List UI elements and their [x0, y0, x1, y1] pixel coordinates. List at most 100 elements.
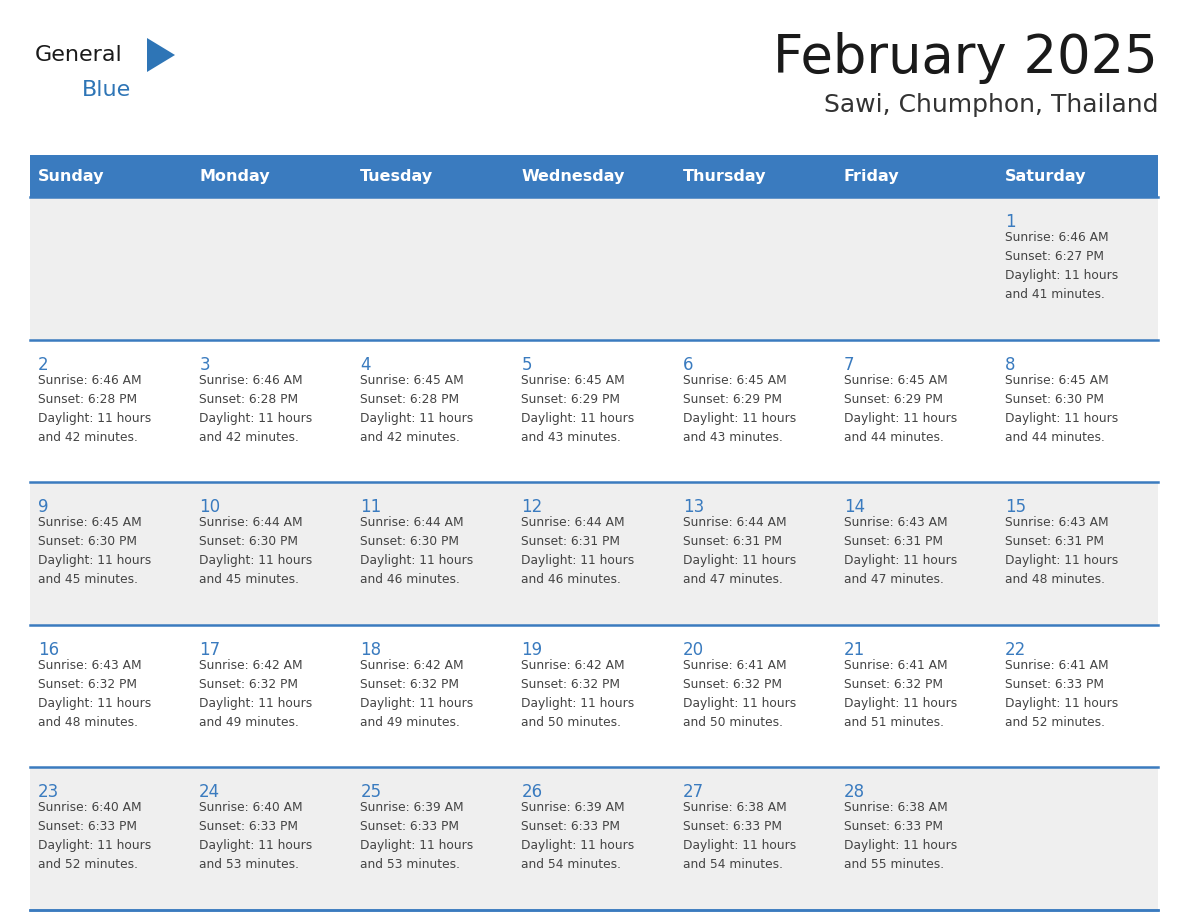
Text: 12: 12 [522, 498, 543, 516]
Text: Sunset: 6:27 PM: Sunset: 6:27 PM [1005, 250, 1104, 263]
Bar [353, 767, 513, 910]
Bar [191, 340, 353, 482]
Text: 15: 15 [1005, 498, 1026, 516]
Bar [30, 625, 191, 767]
Text: and 52 minutes.: and 52 minutes. [38, 858, 138, 871]
Text: Sunrise: 6:46 AM: Sunrise: 6:46 AM [38, 374, 141, 386]
Text: Sunrise: 6:42 AM: Sunrise: 6:42 AM [360, 659, 465, 672]
Polygon shape [147, 38, 175, 72]
Bar [30, 340, 191, 482]
Text: 21: 21 [843, 641, 865, 659]
Text: Daylight: 11 hours: Daylight: 11 hours [1005, 411, 1118, 425]
Bar [675, 482, 835, 625]
Text: Daylight: 11 hours: Daylight: 11 hours [38, 554, 151, 567]
Bar [30, 482, 191, 625]
Text: Sunset: 6:31 PM: Sunset: 6:31 PM [522, 535, 620, 548]
Text: Sunrise: 6:46 AM: Sunrise: 6:46 AM [1005, 231, 1108, 244]
Text: and 45 minutes.: and 45 minutes. [38, 573, 138, 587]
Text: 18: 18 [360, 641, 381, 659]
Text: 3: 3 [200, 355, 210, 374]
Bar [353, 625, 513, 767]
Bar [675, 197, 835, 340]
Text: 13: 13 [683, 498, 703, 516]
Text: 5: 5 [522, 355, 532, 374]
Text: 23: 23 [38, 783, 59, 801]
Bar [191, 197, 353, 340]
Text: Sunrise: 6:41 AM: Sunrise: 6:41 AM [1005, 659, 1108, 672]
Bar [997, 197, 1158, 340]
Text: and 49 minutes.: and 49 minutes. [200, 716, 299, 729]
Text: Sunset: 6:33 PM: Sunset: 6:33 PM [522, 821, 620, 834]
Text: 4: 4 [360, 355, 371, 374]
Text: Daylight: 11 hours: Daylight: 11 hours [360, 697, 474, 710]
Bar [835, 155, 997, 197]
Text: February 2025: February 2025 [773, 32, 1158, 84]
Text: 17: 17 [200, 641, 220, 659]
Text: Saturday: Saturday [1005, 169, 1086, 184]
Text: Thursday: Thursday [683, 169, 766, 184]
Text: Sunset: 6:32 PM: Sunset: 6:32 PM [38, 677, 137, 691]
Text: and 50 minutes.: and 50 minutes. [522, 716, 621, 729]
Text: Sunset: 6:28 PM: Sunset: 6:28 PM [360, 393, 460, 406]
Text: Sunrise: 6:39 AM: Sunrise: 6:39 AM [360, 801, 465, 814]
Text: Daylight: 11 hours: Daylight: 11 hours [522, 697, 634, 710]
Text: Daylight: 11 hours: Daylight: 11 hours [683, 554, 796, 567]
Text: Daylight: 11 hours: Daylight: 11 hours [522, 411, 634, 425]
Text: Daylight: 11 hours: Daylight: 11 hours [200, 697, 312, 710]
Text: 25: 25 [360, 783, 381, 801]
Text: Sunrise: 6:45 AM: Sunrise: 6:45 AM [522, 374, 625, 386]
Text: 11: 11 [360, 498, 381, 516]
Bar [675, 625, 835, 767]
Text: Daylight: 11 hours: Daylight: 11 hours [360, 554, 474, 567]
Text: 28: 28 [843, 783, 865, 801]
Text: Daylight: 11 hours: Daylight: 11 hours [843, 697, 958, 710]
Text: Daylight: 11 hours: Daylight: 11 hours [38, 697, 151, 710]
Text: Sawi, Chumphon, Thailand: Sawi, Chumphon, Thailand [823, 93, 1158, 117]
Text: Sunday: Sunday [38, 169, 105, 184]
Text: Sunset: 6:28 PM: Sunset: 6:28 PM [38, 393, 137, 406]
Text: Sunrise: 6:39 AM: Sunrise: 6:39 AM [522, 801, 625, 814]
Text: Sunrise: 6:40 AM: Sunrise: 6:40 AM [38, 801, 141, 814]
Text: Sunrise: 6:43 AM: Sunrise: 6:43 AM [1005, 516, 1108, 529]
Text: 16: 16 [38, 641, 59, 659]
Bar [513, 155, 675, 197]
Text: and 43 minutes.: and 43 minutes. [522, 431, 621, 443]
Text: Sunset: 6:32 PM: Sunset: 6:32 PM [522, 677, 620, 691]
Text: 2: 2 [38, 355, 49, 374]
Bar [513, 767, 675, 910]
Text: Sunset: 6:33 PM: Sunset: 6:33 PM [683, 821, 782, 834]
Text: Sunrise: 6:42 AM: Sunrise: 6:42 AM [200, 659, 303, 672]
Text: Sunrise: 6:42 AM: Sunrise: 6:42 AM [522, 659, 625, 672]
Text: Sunrise: 6:45 AM: Sunrise: 6:45 AM [1005, 374, 1108, 386]
Bar [997, 482, 1158, 625]
Text: Sunset: 6:31 PM: Sunset: 6:31 PM [1005, 535, 1104, 548]
Text: and 53 minutes.: and 53 minutes. [360, 858, 460, 871]
Bar [997, 340, 1158, 482]
Bar [835, 767, 997, 910]
Text: 7: 7 [843, 355, 854, 374]
Text: and 48 minutes.: and 48 minutes. [38, 716, 138, 729]
Text: Daylight: 11 hours: Daylight: 11 hours [843, 839, 958, 853]
Bar [30, 155, 191, 197]
Bar [513, 625, 675, 767]
Bar [675, 155, 835, 197]
Bar [997, 625, 1158, 767]
Text: Daylight: 11 hours: Daylight: 11 hours [1005, 554, 1118, 567]
Text: Sunset: 6:30 PM: Sunset: 6:30 PM [200, 535, 298, 548]
Text: and 44 minutes.: and 44 minutes. [843, 431, 943, 443]
Text: and 55 minutes.: and 55 minutes. [843, 858, 944, 871]
Bar [191, 767, 353, 910]
Text: and 51 minutes.: and 51 minutes. [843, 716, 943, 729]
Text: 22: 22 [1005, 641, 1026, 659]
Text: and 54 minutes.: and 54 minutes. [683, 858, 783, 871]
Bar [191, 625, 353, 767]
Text: Daylight: 11 hours: Daylight: 11 hours [360, 839, 474, 853]
Bar [835, 625, 997, 767]
Text: Daylight: 11 hours: Daylight: 11 hours [38, 839, 151, 853]
Text: and 54 minutes.: and 54 minutes. [522, 858, 621, 871]
Text: and 49 minutes.: and 49 minutes. [360, 716, 460, 729]
Bar [835, 340, 997, 482]
Text: Daylight: 11 hours: Daylight: 11 hours [200, 839, 312, 853]
Text: Sunrise: 6:45 AM: Sunrise: 6:45 AM [38, 516, 141, 529]
Bar [997, 767, 1158, 910]
